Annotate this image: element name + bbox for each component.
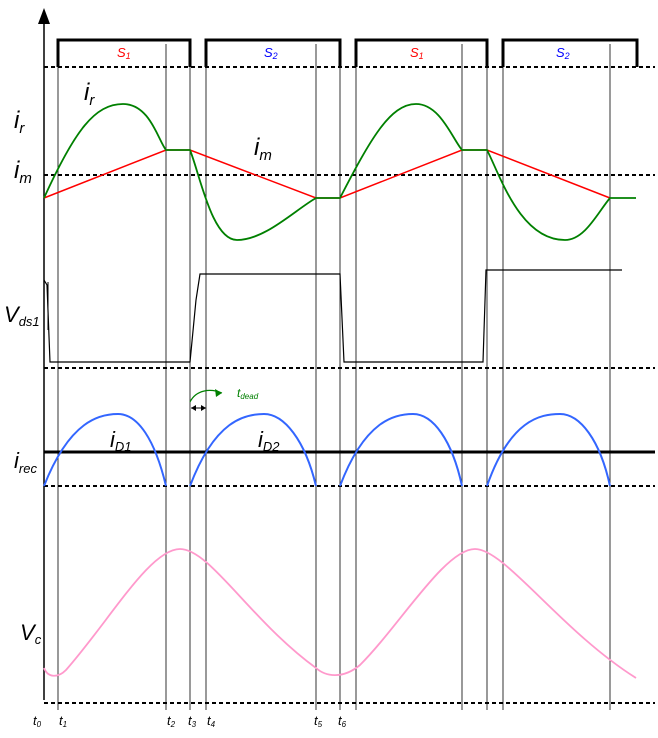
label-ir-curve: ir xyxy=(84,79,95,109)
vds1-waveform xyxy=(43,269,622,363)
label-im: im xyxy=(14,157,32,187)
time-label-t2: t2 xyxy=(167,713,176,729)
label-irec: irec xyxy=(14,448,37,476)
gate-pulse-4 xyxy=(501,38,639,67)
label-id2: iD2 xyxy=(258,427,280,454)
id2-arc-1 xyxy=(189,412,317,487)
gate-pulse-2 xyxy=(204,38,342,67)
ir-waveform xyxy=(43,103,636,241)
gate-label-s2-b: S2 xyxy=(556,45,570,61)
id2-arc-2 xyxy=(486,412,611,487)
gate-label-s2-a: S2 xyxy=(264,45,278,61)
label-im-curve: im xyxy=(254,134,272,164)
id1-arc-2 xyxy=(339,412,463,487)
vc-waveform xyxy=(43,548,637,679)
dead-time-label: tdead xyxy=(237,386,259,401)
time-label-t3: t3 xyxy=(188,713,197,729)
time-markers xyxy=(57,44,611,710)
gate-pulses xyxy=(56,38,639,67)
time-label-t6: t6 xyxy=(338,713,347,729)
id1-arc-1 xyxy=(43,412,167,487)
gate-pulse-3 xyxy=(354,38,489,67)
time-label-t1: t1 xyxy=(59,713,67,729)
time-label-t4: t4 xyxy=(207,713,216,729)
baselines xyxy=(44,66,655,704)
diode-current-waveforms xyxy=(43,412,611,487)
dead-time-arrow-right xyxy=(201,405,206,411)
label-ir: ir xyxy=(14,107,25,137)
time-label-t0: t0 xyxy=(33,713,42,729)
gate-label-s1-b: S1 xyxy=(410,45,424,61)
gate-label-s1-a: S1 xyxy=(117,45,131,61)
dead-time-arrow-left xyxy=(191,405,196,411)
label-id1: iD1 xyxy=(110,427,132,454)
gate-pulse-1 xyxy=(56,38,192,67)
time-label-t5: t5 xyxy=(314,713,323,729)
label-vc: Vc xyxy=(20,620,42,647)
dead-time-arrowhead xyxy=(215,389,222,397)
label-vds1: Vds1 xyxy=(4,302,40,329)
axis-arrow xyxy=(38,8,50,24)
